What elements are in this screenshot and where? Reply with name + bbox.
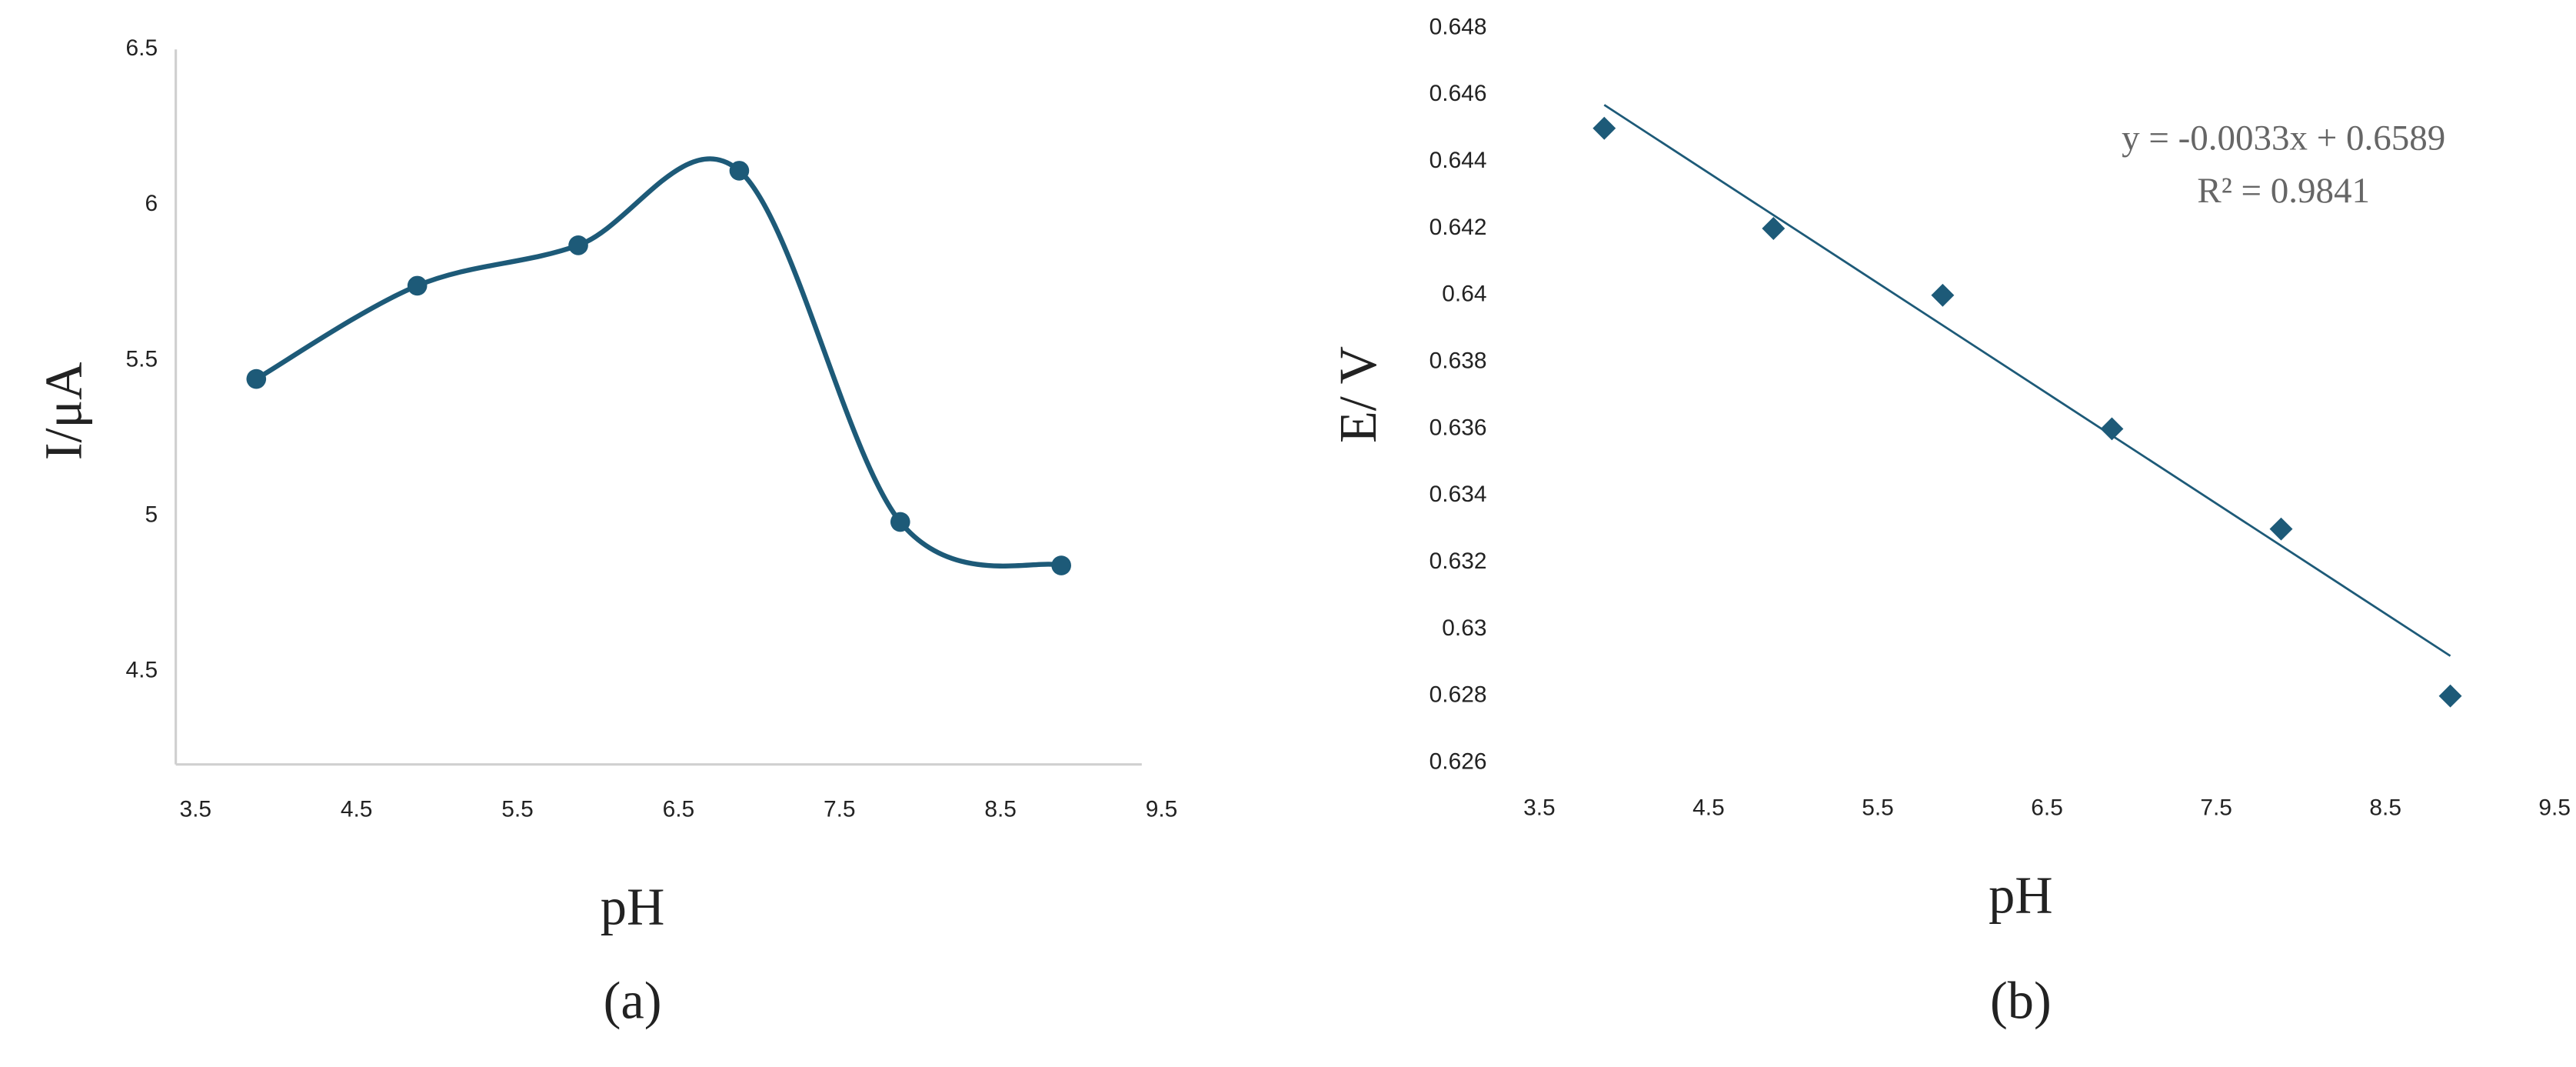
y-tick-label: 6 <box>145 191 158 216</box>
data-point <box>1593 116 1616 140</box>
data-point <box>2269 517 2293 541</box>
x-tick-label: 4.5 <box>1692 795 1725 820</box>
x-tick-label: 5.5 <box>501 796 534 822</box>
y-tick-label: 0.626 <box>1429 749 1487 774</box>
data-point <box>2438 684 2462 708</box>
x-axis-title: pH <box>1989 866 2053 925</box>
data-point <box>2100 417 2124 441</box>
x-tick-label: 9.5 <box>1146 796 1178 822</box>
x-tick-label: 5.5 <box>1862 795 1894 820</box>
y-tick-label: 0.63 <box>1442 615 1486 641</box>
y-tick-label: 0.634 <box>1429 482 1487 507</box>
x-tick-label: 8.5 <box>984 796 1017 822</box>
x-tick-label: 6.5 <box>2031 795 2063 820</box>
x-axis-title: pH <box>601 878 665 936</box>
x-tick-label: 6.5 <box>663 796 695 822</box>
data-point <box>407 275 428 296</box>
y-axis-title: E/ V <box>1329 346 1387 443</box>
data-point <box>1051 555 1071 575</box>
data-point <box>729 161 750 181</box>
y-tick-label: 5 <box>145 502 158 527</box>
x-tick-label: 7.5 <box>824 796 856 822</box>
trendline <box>1603 104 2451 657</box>
data-line <box>255 156 1062 569</box>
caption: (a) <box>604 971 662 1029</box>
y-tick-label: 0.636 <box>1429 415 1487 440</box>
x-tick-label: 8.5 <box>2369 795 2401 820</box>
data-point <box>1931 283 1955 307</box>
caption: (b) <box>1990 971 2052 1029</box>
x-tick-label: 3.5 <box>179 796 211 822</box>
x-tick-label: 7.5 <box>2200 795 2232 820</box>
y-axis-title: I/μA <box>34 362 92 460</box>
x-tick-label: 4.5 <box>341 796 373 822</box>
equation-label: R² = 0.9841 <box>2197 171 2370 211</box>
data-point <box>890 512 910 532</box>
data-point <box>568 235 588 255</box>
x-tick-label: 9.5 <box>2538 795 2571 820</box>
y-tick-label: 0.638 <box>1429 348 1487 374</box>
y-tick-label: 0.646 <box>1429 81 1487 106</box>
y-tick-label: 0.644 <box>1429 148 1487 173</box>
y-tick-label: 0.648 <box>1429 14 1487 39</box>
x-tick-label: 3.5 <box>1523 795 1556 820</box>
y-tick-label: 5.5 <box>126 346 158 372</box>
y-tick-label: 0.64 <box>1442 282 1486 307</box>
y-tick-label: 0.632 <box>1429 549 1487 574</box>
y-tick-label: 4.5 <box>126 657 158 682</box>
y-tick-label: 0.642 <box>1429 215 1487 240</box>
data-point <box>246 368 267 389</box>
equation-label: y = -0.0033x + 0.6589 <box>2122 118 2445 158</box>
y-tick-label: 0.628 <box>1429 682 1487 708</box>
y-tick-label: 6.5 <box>126 35 158 61</box>
